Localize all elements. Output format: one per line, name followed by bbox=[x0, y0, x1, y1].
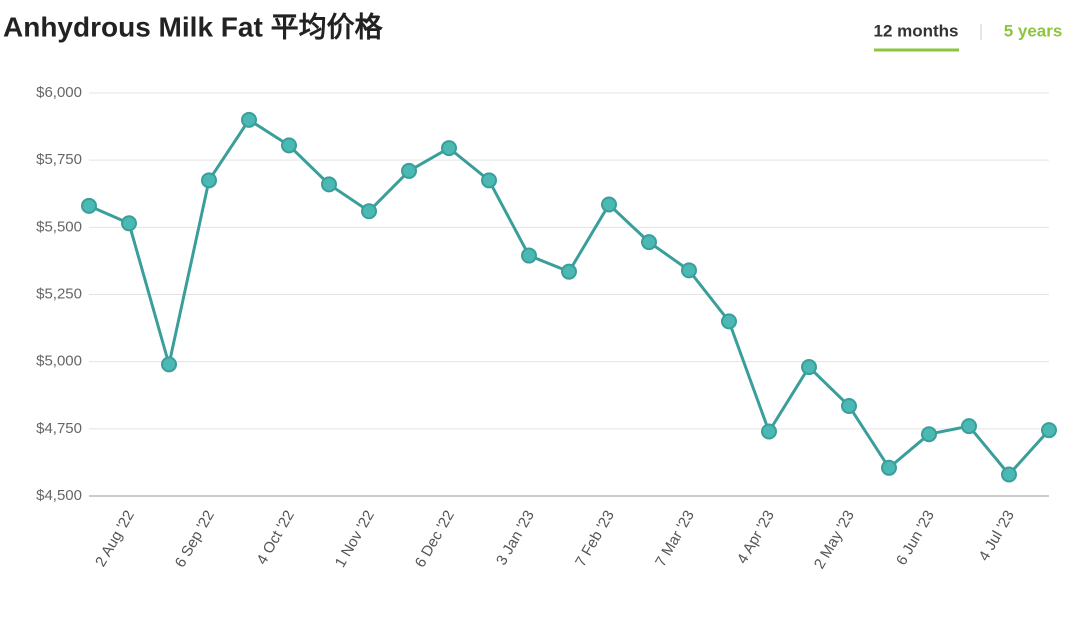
point bbox=[961, 418, 977, 435]
point bbox=[601, 196, 617, 213]
x-tick-label: 6 Jun '23 bbox=[893, 507, 938, 568]
point bbox=[481, 172, 497, 189]
tab-active[interactable]: 12 months bbox=[873, 21, 958, 40]
y-tick-label: $6,000 bbox=[36, 84, 82, 101]
tab[interactable]: 5 years bbox=[1004, 21, 1063, 40]
point bbox=[921, 426, 937, 443]
point bbox=[201, 172, 217, 189]
y-tick-label: $5,500 bbox=[36, 218, 82, 235]
point bbox=[401, 162, 417, 179]
point bbox=[121, 215, 137, 232]
point bbox=[281, 137, 297, 154]
point bbox=[561, 263, 577, 280]
point bbox=[641, 234, 657, 251]
chart-title: Anhydrous Milk Fat 平均价格 bbox=[3, 11, 384, 42]
point bbox=[441, 140, 457, 157]
x-tick-label: 3 Jan '23 bbox=[493, 507, 538, 568]
point bbox=[521, 247, 537, 264]
point bbox=[361, 203, 377, 220]
y-tick-label: $5,250 bbox=[36, 285, 82, 302]
point bbox=[761, 423, 777, 440]
x-tick-label: 7 Mar '23 bbox=[652, 507, 698, 569]
point bbox=[801, 359, 817, 376]
point bbox=[681, 262, 697, 279]
x-tick-label: 2 May '23 bbox=[811, 507, 858, 571]
point bbox=[841, 397, 857, 414]
y-tick-label: $5,000 bbox=[36, 353, 82, 370]
y-tick-label: $4,500 bbox=[36, 487, 82, 504]
point bbox=[321, 176, 337, 193]
point bbox=[81, 197, 97, 214]
point bbox=[1041, 422, 1057, 439]
x-tick-label: 4 Jul '23 bbox=[975, 507, 1017, 563]
y-tick-label: $4,750 bbox=[36, 420, 82, 437]
x-tick-label: 7 Feb '23 bbox=[572, 507, 618, 569]
line bbox=[88, 117, 1051, 477]
point bbox=[881, 459, 897, 476]
point bbox=[721, 313, 737, 330]
point bbox=[1001, 466, 1017, 483]
x-tick-label: 1 Nov '22 bbox=[332, 507, 378, 570]
point bbox=[241, 111, 257, 128]
x-tick-label: 2 Aug '22 bbox=[92, 507, 138, 569]
y-tick-label: $5,750 bbox=[36, 151, 82, 168]
x-tick-label: 4 Oct '22 bbox=[253, 507, 298, 567]
x-tick-label: 6 Dec '22 bbox=[412, 507, 458, 570]
x-tick-label: 6 Sep '22 bbox=[172, 507, 218, 570]
x-tick-label: 4 Apr '23 bbox=[734, 507, 778, 566]
point bbox=[161, 356, 177, 373]
